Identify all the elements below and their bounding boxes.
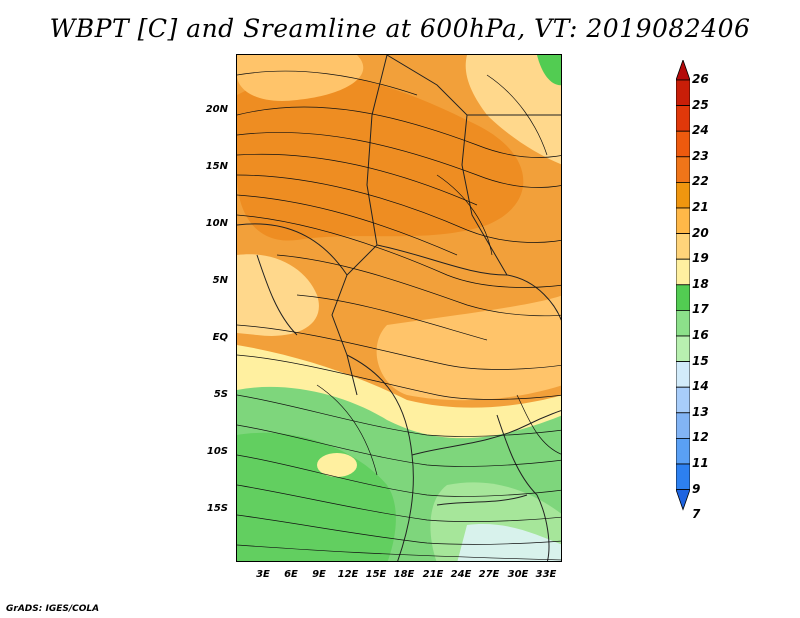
lon-label-24e: 24E — [450, 569, 472, 580]
lon-label-18e: 18E — [393, 569, 415, 580]
colorbar-segment — [676, 437, 690, 465]
light-warm-patch-nw — [237, 55, 364, 101]
colorbar-label: 18 — [692, 276, 709, 291]
colorbar-label: 24 — [692, 123, 709, 138]
lon-label-30e: 30E — [507, 569, 529, 580]
lon-label-3e: 3E — [256, 569, 270, 580]
colorbar-max-arrow — [676, 60, 690, 81]
colorbar-label: 14 — [692, 379, 709, 394]
streamlines — [237, 70, 561, 561]
colorbar-segment — [676, 79, 690, 107]
colorbar-label: 25 — [692, 97, 709, 112]
colorbar-min-arrow — [676, 489, 690, 511]
colorbar-segment — [676, 182, 690, 209]
colorbar-label: 7 — [692, 507, 701, 522]
light-warm-patch-w — [237, 254, 319, 336]
colorbar-label: 22 — [692, 174, 709, 189]
map-panel — [236, 54, 562, 562]
lon-label-12e: 12E — [337, 569, 359, 580]
colorbar-label: 20 — [692, 225, 709, 240]
colorbar-segment — [676, 156, 690, 183]
lat-label-15n: 15N — [205, 161, 228, 172]
colorbar-label: 21 — [692, 200, 709, 214]
lon-label-9e: 9E — [312, 569, 326, 580]
colorbar-label: 13 — [692, 404, 709, 419]
colorbar-segments — [676, 60, 690, 511]
lat-label-20n: 20N — [205, 104, 228, 115]
colorbar-segment — [676, 130, 690, 158]
colorbar-segment — [676, 361, 690, 388]
colorbar-segment — [676, 105, 690, 132]
colorbar-segment — [676, 412, 690, 439]
colorbar-label: 23 — [692, 148, 709, 163]
warm-island-south — [317, 453, 357, 477]
coolest-patch-se — [457, 524, 561, 561]
colorbar-segment — [676, 463, 690, 491]
colorbar-label: 15 — [692, 353, 709, 368]
colorbar-label: 11 — [692, 456, 709, 470]
colorbar-label: 17 — [692, 302, 709, 317]
colorbar-segment — [676, 207, 690, 235]
colorbar-segment — [676, 284, 690, 311]
colorbar-segment — [676, 233, 690, 260]
lat-label-10n: 10N — [205, 218, 228, 229]
colorbar-segment — [676, 386, 690, 414]
lat-label-15s: 15S — [206, 503, 228, 514]
colorbar-label: 19 — [692, 251, 709, 266]
lon-label-15e: 15E — [365, 569, 387, 580]
colorbar — [676, 60, 690, 511]
colorbar-label: 16 — [692, 328, 709, 342]
map-title: WBPT [C] and Sreamline at 600hPa, VT: 20… — [49, 14, 751, 43]
colorbar-label: 26 — [692, 72, 709, 86]
colorbar-label: 12 — [692, 430, 709, 445]
light-warm-patch-ne — [465, 55, 561, 165]
country-borders — [237, 55, 561, 561]
light-warm-patch-central — [376, 295, 561, 401]
lat-label-eq: EQ — [212, 332, 228, 343]
wbpt-field-map — [237, 55, 561, 561]
colorbar-segment — [676, 258, 690, 286]
lat-label-10s: 10S — [206, 446, 228, 457]
lat-label-5s: 5S — [213, 389, 228, 400]
colorbar-segment — [676, 335, 690, 363]
lat-label-5n: 5N — [212, 275, 228, 286]
green-patch-ne — [537, 55, 561, 86]
lon-label-27e: 27E — [478, 569, 500, 580]
colorbar-label: 9 — [692, 481, 701, 496]
lon-label-33e: 33E — [535, 569, 557, 580]
warm-core-region — [237, 73, 524, 241]
colorbar-segment — [676, 309, 690, 337]
lon-label-21e: 21E — [422, 569, 444, 580]
grads-credit: GrADS: IGES/COLA — [6, 604, 100, 614]
yellow-belt — [237, 345, 561, 450]
lon-label-6e: 6E — [284, 569, 298, 580]
